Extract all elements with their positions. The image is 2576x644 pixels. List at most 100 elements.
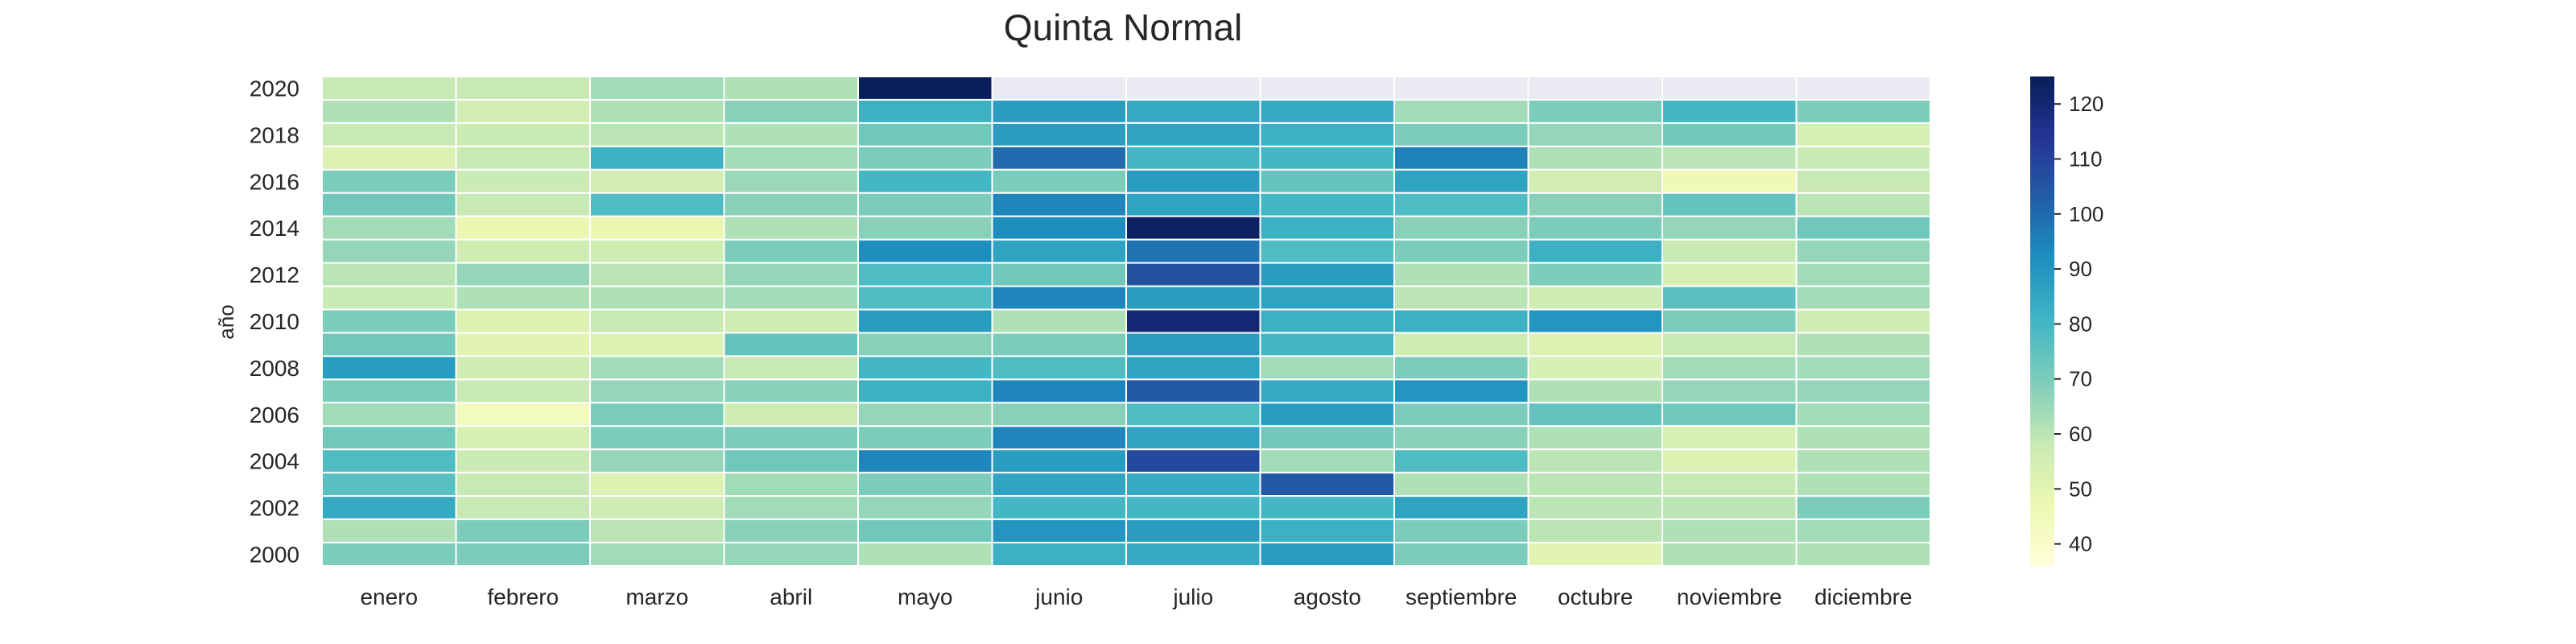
heatmap-cell <box>1259 402 1395 427</box>
y-tick-label: 2012 <box>250 262 299 287</box>
heatmap-cell <box>1795 402 1931 427</box>
heatmap-cell <box>1125 122 1261 147</box>
heatmap-cell <box>589 472 725 497</box>
heatmap-cell <box>1662 76 1798 101</box>
heatmap-cell <box>455 262 591 287</box>
heatmap-cell <box>589 192 725 217</box>
heatmap-cell <box>723 495 859 521</box>
heatmap-cell <box>991 122 1127 147</box>
heatmap-cell <box>455 145 591 171</box>
heatmap-cell <box>857 495 993 521</box>
y-tick-label: 2018 <box>250 122 299 147</box>
heatmap-cell <box>321 472 457 497</box>
heatmap-cell <box>321 448 457 474</box>
heatmap-cell <box>455 76 591 101</box>
heatmap-cell <box>723 168 859 194</box>
heatmap-cell <box>1259 495 1395 521</box>
colorbar-tick-label: 90 <box>2069 257 2092 281</box>
x-tick-label: julio <box>1172 584 1213 609</box>
heatmap-cell <box>1662 378 1798 404</box>
heatmap-cell <box>1259 238 1395 264</box>
heatmap-cell <box>991 542 1127 567</box>
heatmap-cell <box>1125 192 1261 217</box>
heatmap-cell <box>1527 145 1663 171</box>
heatmap-cell <box>1527 215 1663 241</box>
heatmap-cell <box>1527 308 1663 334</box>
heatmap-cell <box>1527 238 1663 264</box>
colorbar-tick-label: 110 <box>2069 147 2102 171</box>
heatmap-cell <box>1795 308 1931 334</box>
heatmap-cell <box>321 378 457 404</box>
heatmap-cell <box>723 332 859 357</box>
heatmap-cell <box>723 76 859 101</box>
heatmap-cell <box>1662 122 1798 147</box>
heatmap-cell <box>857 76 993 101</box>
heatmap-cell <box>723 448 859 474</box>
heatmap-cell <box>589 238 725 264</box>
heatmap-cell <box>857 332 993 357</box>
heatmap-cell <box>1259 145 1395 171</box>
heatmap-cell <box>1527 542 1663 567</box>
heatmap-cell <box>857 308 993 334</box>
heatmap-cell <box>991 355 1127 381</box>
heatmap-cell <box>1259 285 1395 311</box>
heatmap-cell <box>1393 332 1530 357</box>
heatmap-cell <box>1393 76 1530 101</box>
heatmap-cell <box>589 542 725 567</box>
y-tick-label: 2006 <box>250 402 299 427</box>
heatmap-cell <box>991 518 1127 544</box>
x-tick-label: febrero <box>487 584 559 609</box>
x-tick-label: agosto <box>1294 584 1361 609</box>
heatmap-cell <box>455 122 591 147</box>
heatmap-cell <box>589 145 725 171</box>
heatmap-cell <box>1125 308 1261 334</box>
heatmap-cell <box>1259 332 1395 357</box>
heatmap-cell <box>589 332 725 357</box>
heatmap-cell <box>1527 192 1663 217</box>
heatmap-cell <box>1125 425 1261 451</box>
chart-title: Quinta Normal <box>1004 6 1243 48</box>
colorbar-tick-label: 70 <box>2069 367 2092 391</box>
colorbar-tick-label: 40 <box>2069 532 2092 556</box>
heatmap-cell <box>1527 518 1663 544</box>
heatmap-cell <box>991 425 1127 451</box>
heatmap-cell <box>1259 122 1395 147</box>
heatmap-cell <box>1259 425 1395 451</box>
heatmap-cell <box>321 542 457 567</box>
heatmap-cell <box>1662 98 1798 124</box>
heatmap-cell <box>1393 542 1530 567</box>
heatmap-cell <box>1125 98 1261 124</box>
heatmap-cell <box>589 262 725 287</box>
heatmap-cell <box>1259 308 1395 334</box>
heatmap-cell <box>455 215 591 241</box>
heatmap-cell <box>1795 472 1931 497</box>
heatmap-cell <box>1259 168 1395 194</box>
heatmap-cell <box>1393 215 1530 241</box>
heatmap-cell <box>857 402 993 427</box>
heatmap-cell <box>1125 262 1261 287</box>
heatmap-cell <box>1662 285 1798 311</box>
heatmap-cell <box>589 425 725 451</box>
x-tick-label: marzo <box>625 584 688 609</box>
heatmap-cell <box>1393 518 1530 544</box>
heatmap-cell <box>1125 448 1261 474</box>
heatmap-cell <box>1259 518 1395 544</box>
heatmap-cell <box>455 285 591 311</box>
y-tick-label: 2016 <box>250 169 299 194</box>
heatmap-cell <box>321 215 457 241</box>
y-tick-label: 2004 <box>250 449 299 474</box>
heatmap-cell <box>1125 518 1261 544</box>
y-tick-label: 2020 <box>250 76 299 101</box>
heatmap-cell <box>1527 402 1663 427</box>
heatmap-cell <box>1527 98 1663 124</box>
heatmap-cell <box>1259 215 1395 241</box>
heatmap-cell <box>1662 472 1798 497</box>
heatmap-cell <box>723 378 859 404</box>
heatmap-cell <box>1393 192 1530 217</box>
heatmap-cell <box>723 308 859 334</box>
heatmap-cell <box>589 518 725 544</box>
heatmap-cell <box>991 215 1127 241</box>
heatmap-cell <box>1527 122 1663 147</box>
heatmap-cell <box>589 168 725 194</box>
heatmap-cell <box>991 308 1127 334</box>
